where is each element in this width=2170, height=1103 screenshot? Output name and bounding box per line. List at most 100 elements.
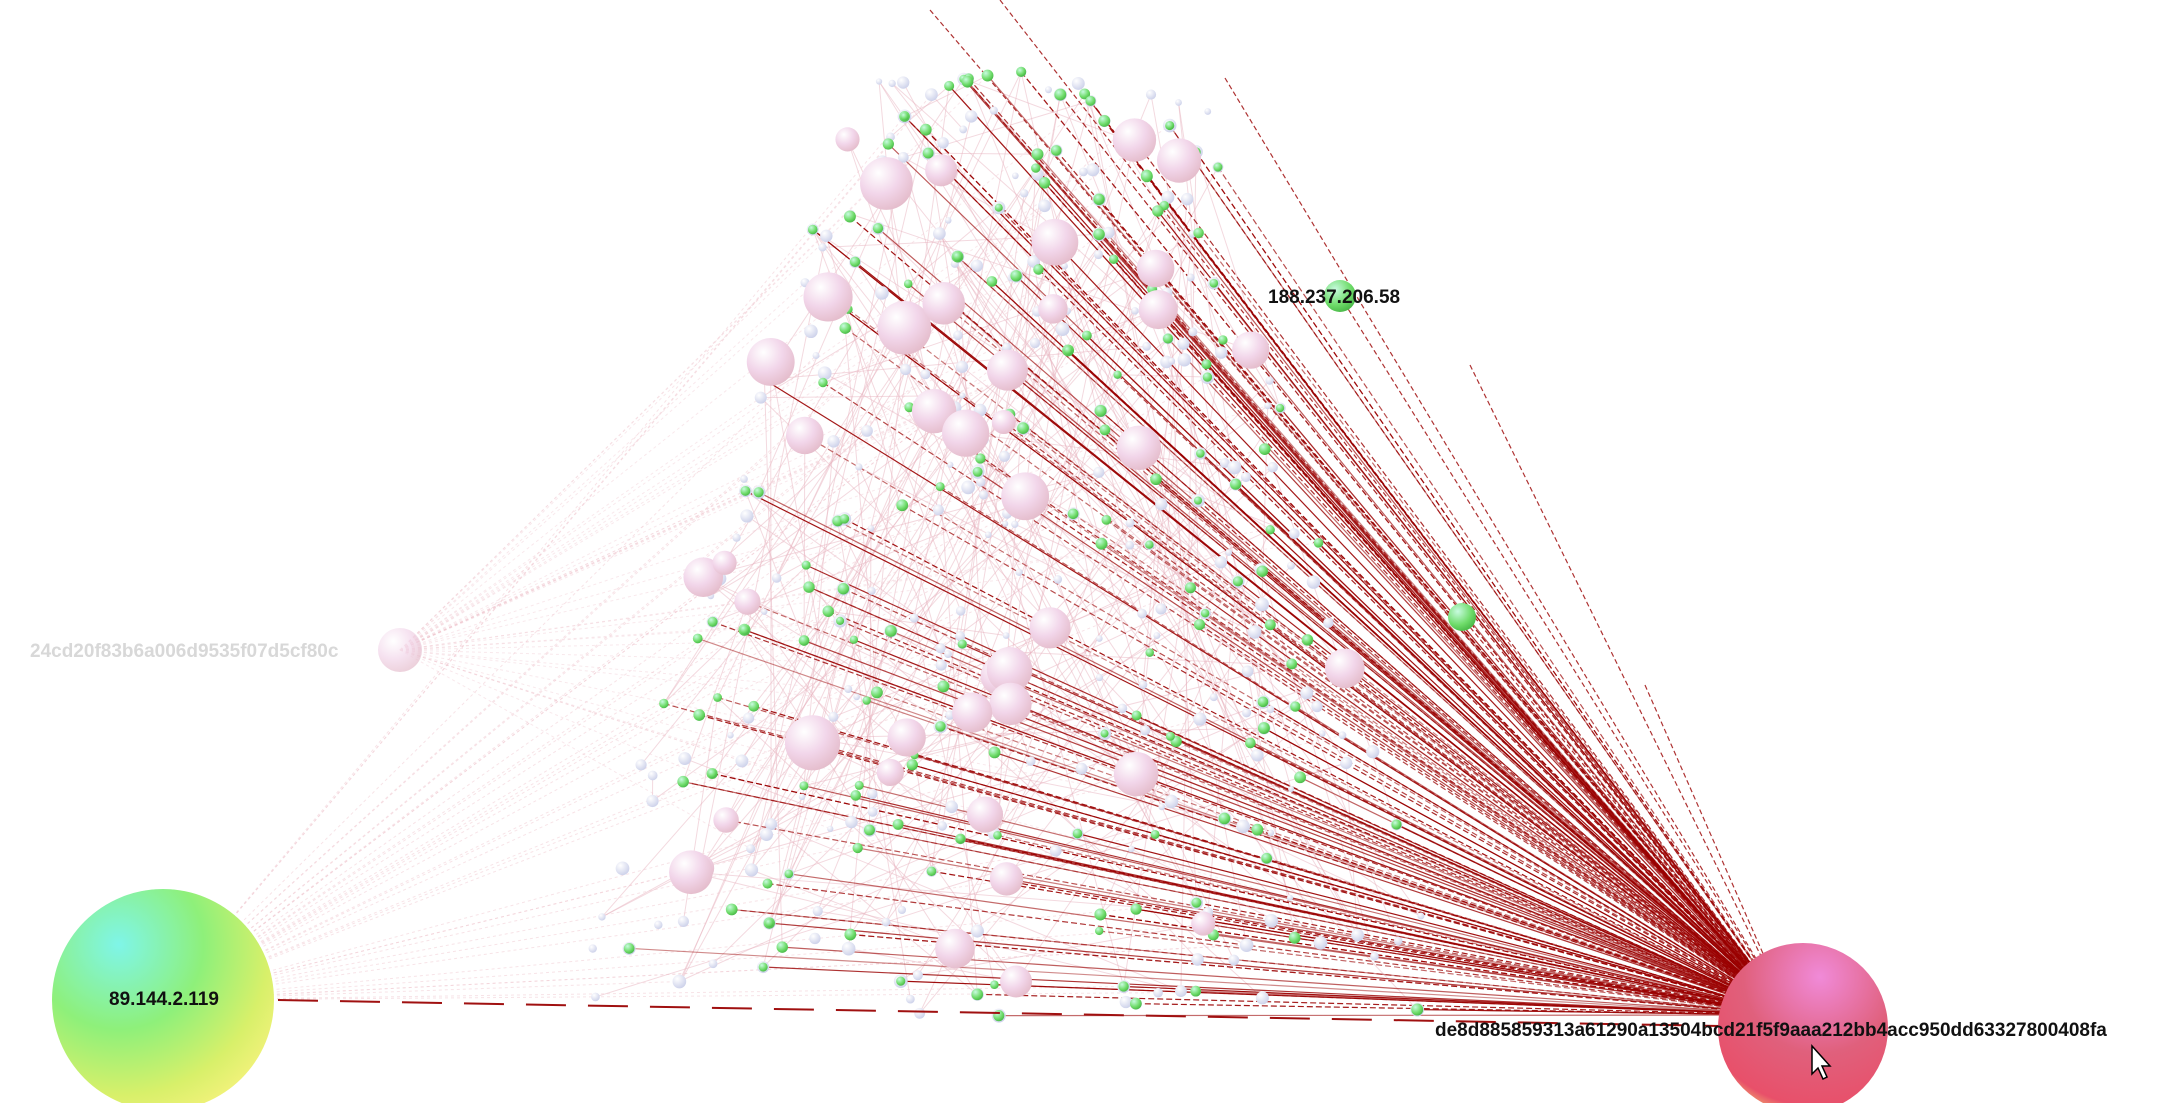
node[interactable] — [1251, 823, 1264, 836]
node[interactable] — [740, 509, 754, 523]
node[interactable] — [937, 137, 949, 149]
node[interactable] — [839, 514, 850, 524]
node[interactable] — [378, 628, 422, 672]
node[interactable] — [1288, 528, 1300, 540]
node[interactable] — [1286, 658, 1298, 670]
node[interactable] — [966, 796, 1004, 833]
node[interactable] — [1152, 205, 1164, 217]
node[interactable] — [1264, 402, 1272, 410]
node[interactable] — [993, 1010, 1005, 1022]
node[interactable] — [1117, 703, 1128, 714]
node[interactable] — [654, 920, 663, 930]
node[interactable] — [1718, 943, 1888, 1103]
node[interactable] — [991, 409, 1016, 435]
node[interactable] — [1191, 897, 1202, 908]
node[interactable] — [1137, 608, 1147, 619]
node[interactable] — [1311, 700, 1323, 713]
node[interactable] — [758, 962, 768, 972]
node[interactable] — [1191, 911, 1216, 936]
node[interactable] — [1101, 514, 1112, 525]
node[interactable] — [659, 698, 669, 709]
node[interactable] — [989, 106, 998, 115]
node[interactable] — [1038, 177, 1051, 189]
node[interactable] — [922, 147, 934, 159]
node[interactable] — [52, 889, 274, 1103]
node[interactable] — [1288, 931, 1301, 944]
node[interactable] — [678, 752, 692, 765]
node[interactable] — [1093, 249, 1103, 260]
node[interactable] — [1000, 965, 1033, 998]
node[interactable] — [1054, 88, 1067, 101]
node[interactable] — [1228, 954, 1240, 966]
node[interactable] — [1191, 953, 1204, 966]
node[interactable] — [1256, 565, 1268, 577]
node[interactable] — [1204, 108, 1212, 115]
node[interactable] — [1266, 705, 1275, 714]
node[interactable] — [976, 477, 986, 487]
node[interactable] — [986, 276, 998, 287]
node[interactable] — [765, 918, 774, 928]
node[interactable] — [799, 635, 809, 646]
node[interactable] — [1188, 327, 1198, 337]
node[interactable] — [1180, 192, 1194, 206]
node[interactable] — [1225, 549, 1233, 556]
node[interactable] — [904, 402, 915, 413]
node[interactable] — [1245, 737, 1256, 749]
node[interactable] — [708, 959, 718, 969]
node[interactable] — [798, 793, 806, 801]
node[interactable] — [952, 252, 963, 262]
node[interactable] — [1240, 471, 1251, 483]
node[interactable] — [1323, 617, 1334, 628]
node[interactable] — [867, 788, 878, 800]
node[interactable] — [818, 243, 827, 252]
node[interactable] — [1290, 701, 1301, 712]
node[interactable] — [1227, 460, 1242, 475]
node[interactable] — [845, 815, 858, 829]
node[interactable] — [932, 504, 944, 516]
node[interactable] — [1113, 751, 1159, 797]
node[interactable] — [1029, 607, 1071, 649]
node[interactable] — [896, 976, 906, 986]
node[interactable] — [1264, 619, 1276, 631]
node[interactable] — [935, 643, 946, 654]
node[interactable] — [1031, 163, 1041, 173]
node[interactable] — [1251, 748, 1264, 762]
node[interactable] — [1049, 844, 1062, 857]
node[interactable] — [1241, 665, 1254, 678]
node[interactable] — [896, 499, 909, 512]
node[interactable] — [989, 862, 1024, 896]
node[interactable] — [942, 409, 990, 457]
node[interactable] — [753, 487, 764, 498]
node[interactable] — [1219, 458, 1230, 469]
node[interactable] — [944, 650, 952, 659]
node[interactable] — [1072, 828, 1083, 839]
node[interactable] — [1324, 648, 1365, 689]
node[interactable] — [944, 217, 952, 224]
node[interactable] — [875, 286, 889, 300]
node[interactable] — [945, 800, 958, 814]
node[interactable] — [975, 453, 986, 464]
node[interactable] — [1118, 981, 1129, 992]
node[interactable] — [646, 794, 659, 808]
node[interactable] — [981, 69, 994, 82]
node[interactable] — [1029, 337, 1041, 349]
node[interactable] — [839, 322, 851, 334]
node[interactable] — [849, 635, 859, 644]
node[interactable] — [1075, 762, 1088, 775]
node[interactable] — [746, 844, 756, 854]
node[interactable] — [1202, 372, 1213, 382]
node[interactable] — [1391, 819, 1402, 830]
node[interactable] — [961, 480, 976, 495]
node[interactable] — [835, 616, 845, 625]
node[interactable] — [867, 807, 878, 817]
node[interactable] — [1079, 88, 1091, 100]
node[interactable] — [1150, 473, 1162, 485]
node[interactable] — [1209, 278, 1219, 288]
node[interactable] — [1265, 376, 1274, 385]
node[interactable] — [863, 824, 875, 836]
node[interactable] — [735, 754, 749, 768]
node[interactable] — [742, 712, 755, 724]
node[interactable] — [1125, 540, 1135, 550]
node[interactable] — [1175, 99, 1182, 106]
node[interactable] — [1145, 540, 1154, 549]
